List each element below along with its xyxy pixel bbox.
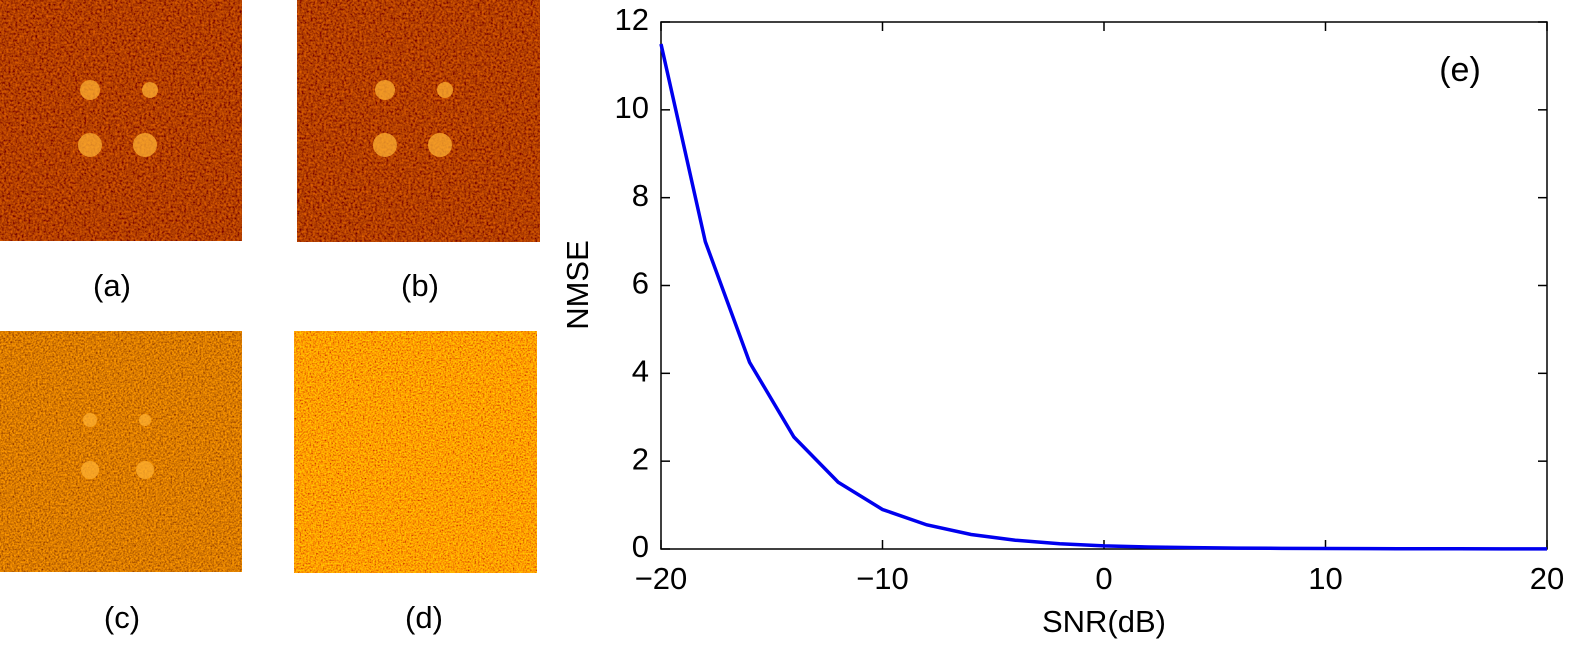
x-tick-label: 0 <box>1095 561 1112 596</box>
x-axis-label: SNR(dB) <box>1042 604 1166 639</box>
annotation: (e) <box>1439 51 1481 89</box>
panel-label: (c) <box>104 600 140 635</box>
x-tick-label: −20 <box>635 561 688 596</box>
panel-label: (d) <box>405 600 443 635</box>
plot-frame <box>660 21 1548 550</box>
image-d <box>294 331 537 573</box>
y-tick-label: 6 <box>632 266 649 301</box>
y-tick-label: 2 <box>632 441 649 476</box>
bright-spots <box>78 80 453 479</box>
y-tick-label: 10 <box>615 90 649 125</box>
x-tick-label: −10 <box>856 561 909 596</box>
y-axis-label: NMSE <box>560 240 595 330</box>
image-panels: (a) (b) (c) (d) <box>0 0 540 635</box>
y-tick-label: 8 <box>632 178 649 213</box>
y-tick-label: 12 <box>615 2 649 37</box>
panel-label: (a) <box>93 268 131 303</box>
data-line <box>659 43 1548 551</box>
image-a <box>0 0 242 241</box>
y-tick-label: 4 <box>632 354 649 389</box>
panel-label: (b) <box>401 268 439 303</box>
x-tick-label: 10 <box>1308 561 1342 596</box>
x-tick-label: 20 <box>1530 561 1564 596</box>
y-tick-label: 0 <box>632 529 649 564</box>
image-c <box>0 331 242 572</box>
image-b <box>297 0 540 242</box>
